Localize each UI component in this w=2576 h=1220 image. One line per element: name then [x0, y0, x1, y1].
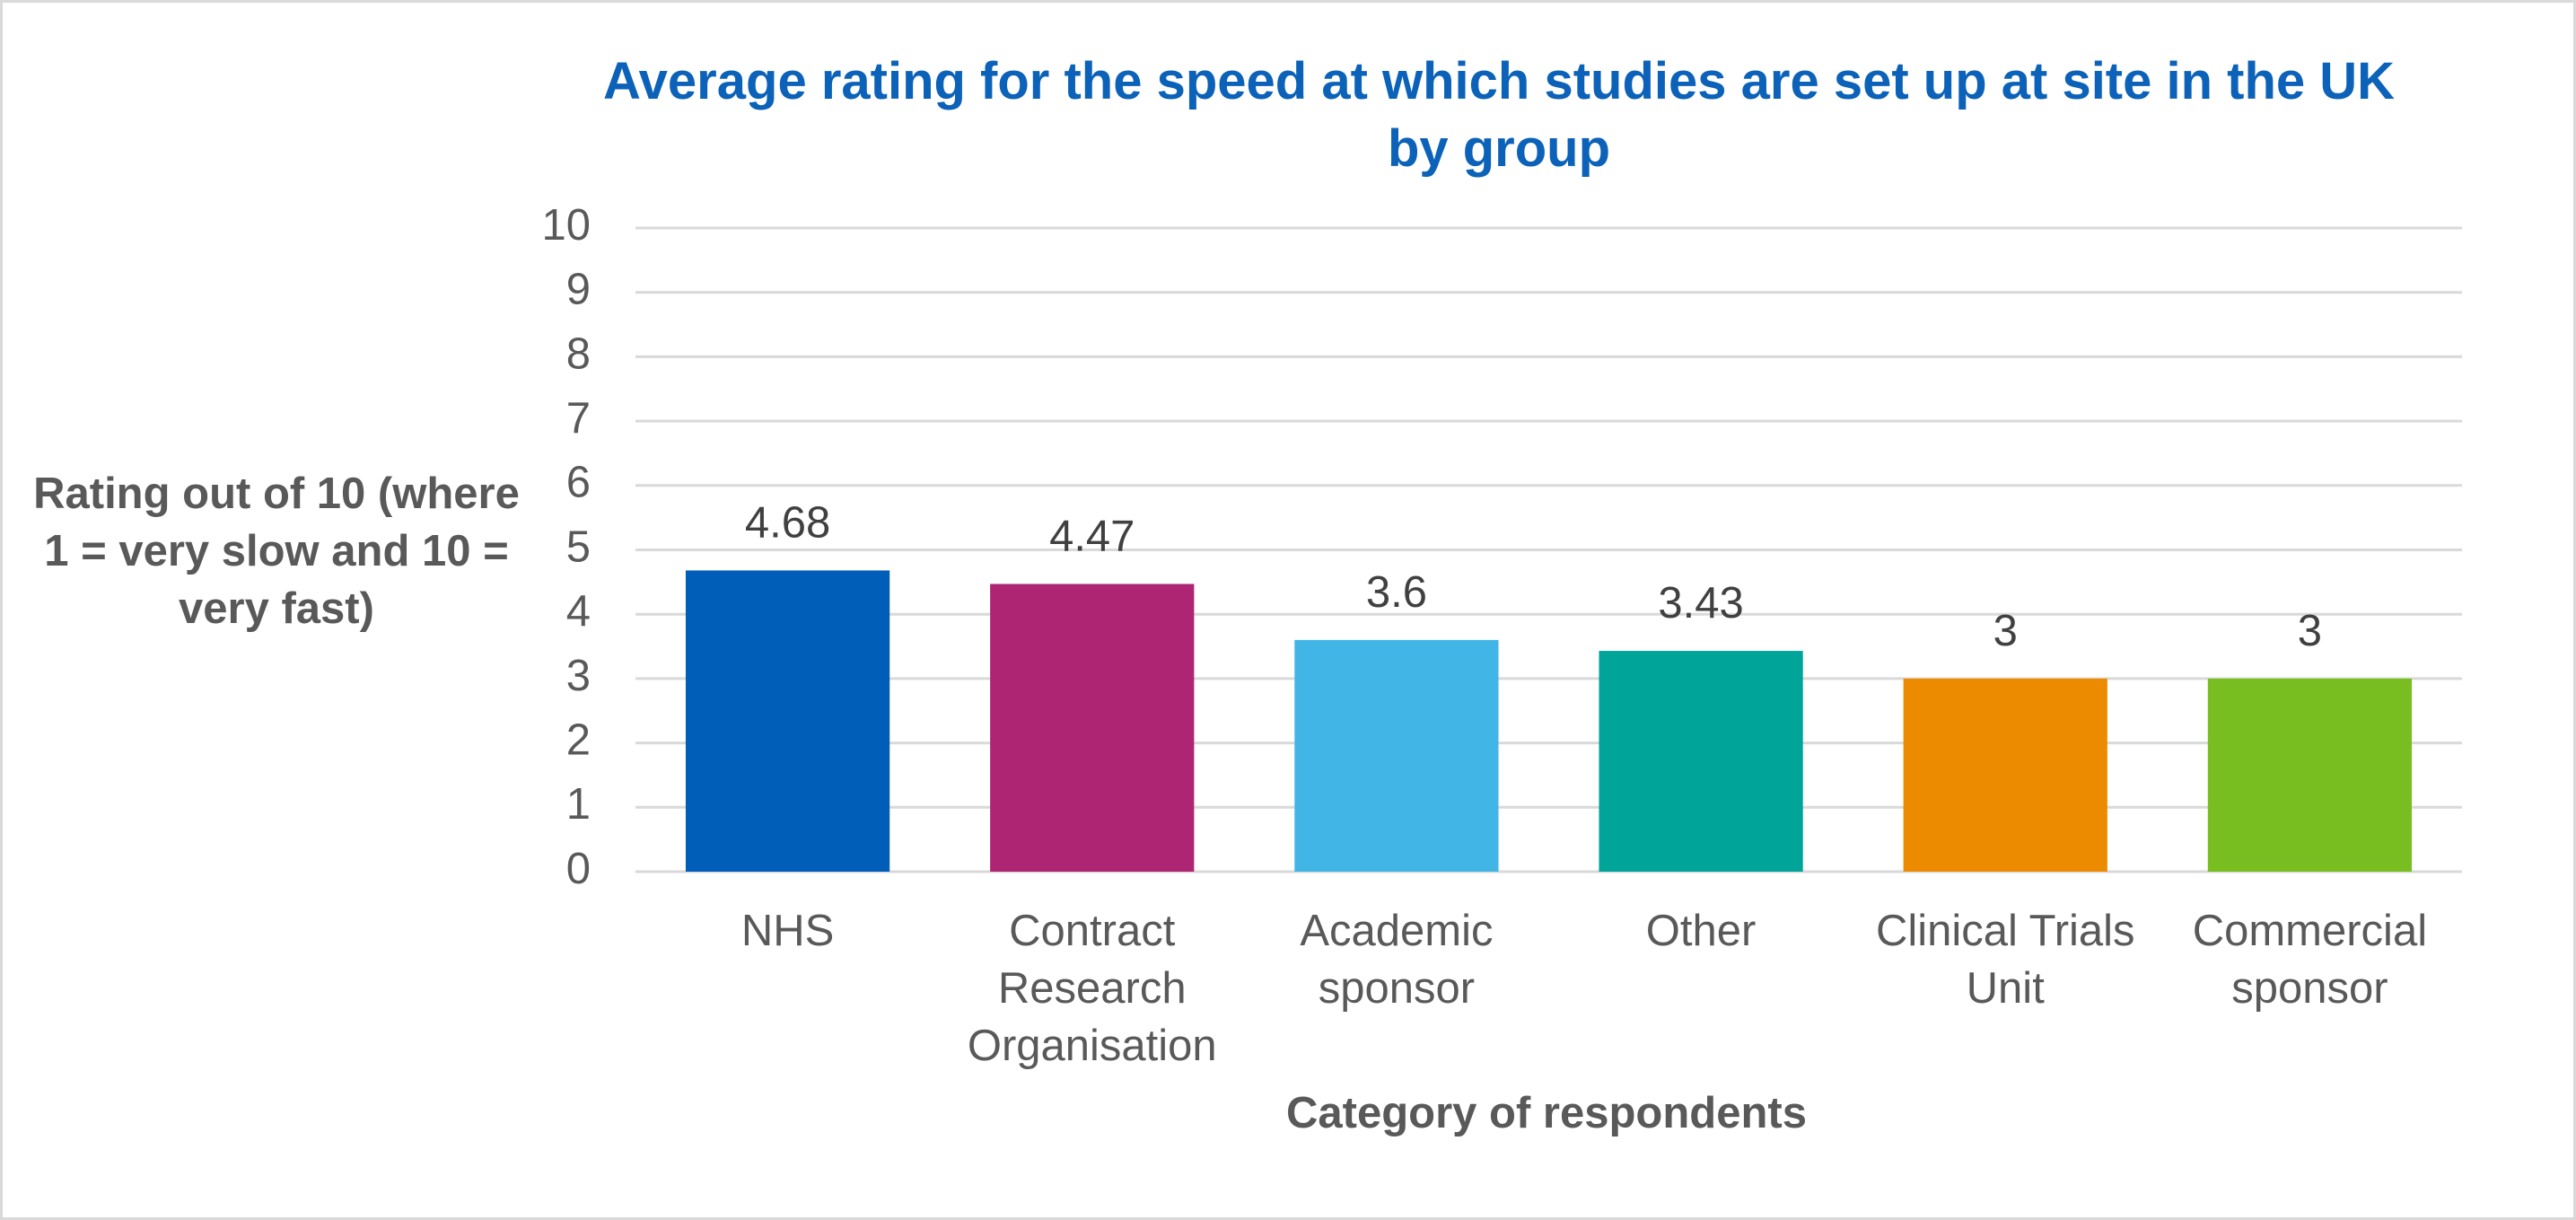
x-tick-label: Clinical Trials Unit: [1875, 907, 2135, 1013]
bar: [1294, 639, 1499, 872]
y-tick-label: 5: [566, 522, 591, 571]
data-label: 3.6: [1366, 568, 1427, 617]
plot-area: 0 1 2 3 4 5 6 7 8 9 10 4.68 4.47 3.6 3.43 3 3: [541, 201, 2462, 893]
y-tick-label: 8: [566, 329, 591, 378]
y-tick-label: 9: [566, 266, 591, 314]
x-axis-title: Category of respondents: [1286, 1089, 1807, 1137]
data-label: 3.43: [1658, 579, 1743, 628]
y-tick-label: 0: [566, 845, 591, 893]
y-tick-label: 3: [566, 652, 591, 700]
bar: [1599, 651, 1803, 872]
x-tick-label: NHS: [740, 907, 835, 955]
y-axis-title: Rating out of 10 (where 1 = very slow an…: [33, 470, 520, 633]
data-label: 4.68: [745, 498, 830, 547]
bar: [990, 584, 1195, 872]
y-tick-label: 10: [541, 201, 591, 250]
x-tick-label: Other: [1645, 907, 1757, 955]
x-tick-label: Contract Research Organisation: [967, 907, 1217, 1070]
data-label: 4.47: [1049, 512, 1135, 560]
x-tick-label: Academic sponsor: [1300, 907, 1494, 1013]
y-tick-label: 1: [566, 780, 591, 829]
data-label: 3: [1993, 607, 2018, 655]
y-tick-label: 4: [566, 587, 591, 636]
bar: [1903, 678, 2107, 872]
bar: [685, 570, 890, 872]
y-tick-label: 6: [566, 459, 591, 507]
y-tick-label: 2: [566, 716, 591, 765]
data-label: 3: [2298, 607, 2322, 655]
x-tick-label: Commercial sponsor: [2192, 907, 2428, 1013]
y-tick-label: 7: [566, 394, 591, 443]
chart-title: Average rating for the speed at which st…: [602, 52, 2396, 178]
bar: [2207, 678, 2413, 872]
